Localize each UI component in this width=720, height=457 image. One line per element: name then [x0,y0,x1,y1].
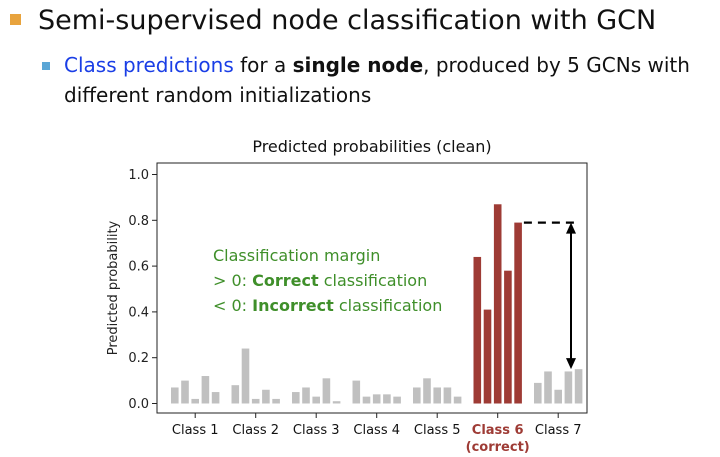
line1-prefix: > 0: [213,271,253,290]
annotation-incorrect-line: < 0: Incorrect classification [213,293,442,318]
bar-class5-run4 [443,387,452,404]
annotation-correct-line: > 0: Correct classification [213,268,442,293]
margin-arrow-head-up [566,222,576,234]
bar-class1-run4 [201,376,210,404]
bar-class7-run3 [554,389,562,404]
bar-class6-run3 [493,204,502,404]
x-tick-label-class6: Class 6 [472,423,524,438]
bar-class4-run3 [372,394,381,404]
bar-class4-run5 [393,396,401,404]
bar-class3-run2 [302,387,310,404]
line1-bold: Correct [252,271,319,290]
bar-class5-run3 [433,387,441,404]
bar-class4-run2 [362,396,371,404]
bullet-square-orange [10,14,21,25]
highlight-class-predictions: Class predictions [64,53,234,77]
x-tick-label-class7: Class 7 [535,423,582,438]
annotation-title: Classification margin [213,246,381,265]
bar-class1-run2 [181,380,189,404]
line1-suffix: classification [318,271,428,290]
y-tick-label: 0.6 [128,260,149,275]
line2-prefix: < 0: [213,296,253,315]
bar-class1-run5 [211,392,220,404]
sub-bullet-text: Class predictions for a single node, pro… [64,50,714,110]
y-tick-label: 0.2 [128,351,149,366]
bar-class6-run1 [473,256,482,404]
bar-class2-run5 [272,398,280,404]
x-tick-label-class5: Class 5 [414,423,461,438]
bar-class2-run2 [241,348,250,404]
bar-class7-run5 [574,369,583,404]
plot-frame [156,162,588,414]
y-tick-label: 0.4 [128,305,149,320]
bullet-square-blue [42,62,50,70]
x-tick-label-class1: Class 1 [172,423,219,438]
line2-bold: Incorrect [252,296,334,315]
chart-title: Predicted probabilities (clean) [252,137,491,156]
bar-class2-run1 [231,385,240,404]
slide-heading: Semi-supervised node classification with… [38,5,657,36]
y-tick-label: 1.0 [128,168,149,183]
bar-class6-run2 [483,309,492,404]
y-axis-label: Predicted probability [106,220,121,355]
x-tick-label-class4: Class 4 [353,423,400,438]
bar-class2-run4 [262,389,270,404]
bar-class4-run4 [383,394,391,404]
margin-annotation: Classification margin > 0: Correct class… [213,243,442,318]
bar-class1-run1 [171,387,179,404]
x-tick-label-class2: Class 2 [232,423,279,438]
sub-text-part2: for a [233,53,293,77]
bar-class3-run1 [292,392,300,404]
bar-class3-run3 [312,396,320,404]
y-tick-label: 0.8 [128,214,149,229]
bar-class4-run1 [352,380,361,404]
line2-suffix: classification [333,296,443,315]
bar-class7-run2 [544,371,552,404]
bar-class5-run2 [423,378,431,404]
margin-arrow-head-down [566,358,576,370]
x-tick-label-class3: Class 3 [293,423,340,438]
bold-single-node: single node [292,53,424,77]
bar-class5-run5 [453,396,462,404]
bar-class1-run3 [191,398,199,404]
bar-class3-run4 [322,378,331,404]
bar-class6-run4 [504,270,512,404]
correct-note-label: (correct) [466,440,530,455]
bar-class6-run5 [514,222,522,404]
y-tick-label: 0.0 [128,397,149,412]
bar-class3-run5 [332,401,341,404]
sub-text-part3: , produced by 5 GCNs with different rand… [64,53,690,107]
bar-class5-run1 [413,387,421,404]
bar-class7-run1 [534,382,542,404]
bar-class2-run3 [251,398,260,404]
bar-class7-run4 [564,371,573,404]
